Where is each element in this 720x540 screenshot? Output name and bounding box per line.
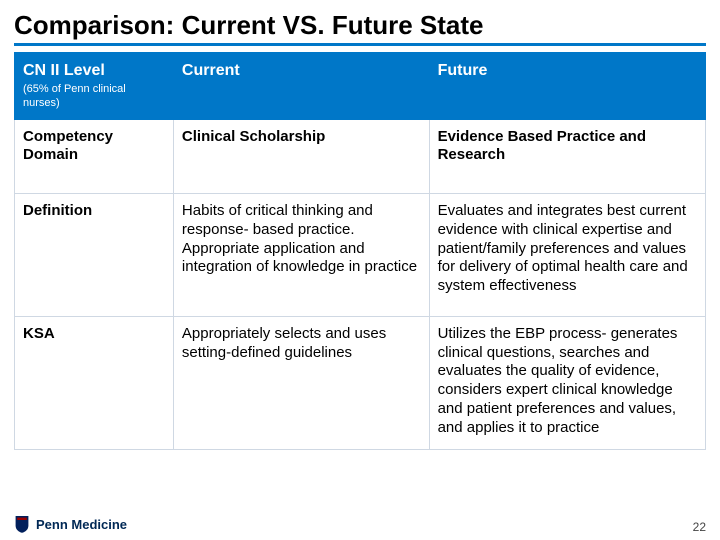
brand-logo-text: Penn Medicine [36, 517, 127, 532]
table-row: Competency Domain Clinical Scholarship E… [15, 119, 706, 194]
table-row: KSA Appropriately selects and uses setti… [15, 316, 706, 450]
cell-domain-future: Evidence Based Practice and Research [429, 119, 705, 194]
row-label-definition: Definition [15, 194, 174, 317]
col-header-level-main: CN II Level [23, 62, 105, 79]
col-header-level: CN II Level (65% of Penn clinical nurses… [15, 53, 174, 120]
slide-title: Comparison: Current VS. Future State [14, 10, 706, 46]
page-number: 22 [693, 520, 706, 534]
comparison-table: CN II Level (65% of Penn clinical nurses… [14, 52, 706, 450]
col-header-future: Future [429, 53, 705, 120]
row-label-ksa: KSA [15, 316, 174, 450]
table-row: Definition Habits of critical thinking a… [15, 194, 706, 317]
cell-definition-current: Habits of critical thinking and response… [173, 194, 429, 317]
slide-footer: Penn Medicine 22 [14, 514, 706, 534]
cell-ksa-current: Appropriately selects and uses setting-d… [173, 316, 429, 450]
col-header-current: Current [173, 53, 429, 120]
col-header-level-sub: (65% of Penn clinical nurses) [23, 83, 165, 111]
col-header-current-main: Current [182, 62, 240, 79]
cell-ksa-future: Utilizes the EBP process- generates clin… [429, 316, 705, 450]
cell-domain-current: Clinical Scholarship [173, 119, 429, 194]
cell-definition-future: Evaluates and integrates best current ev… [429, 194, 705, 317]
col-header-future-main: Future [438, 62, 488, 79]
brand-logo: Penn Medicine [14, 514, 127, 534]
row-label-domain: Competency Domain [15, 119, 174, 194]
slide: Comparison: Current VS. Future State CN … [0, 0, 720, 540]
table-header-row: CN II Level (65% of Penn clinical nurses… [15, 53, 706, 120]
shield-icon [14, 514, 30, 534]
